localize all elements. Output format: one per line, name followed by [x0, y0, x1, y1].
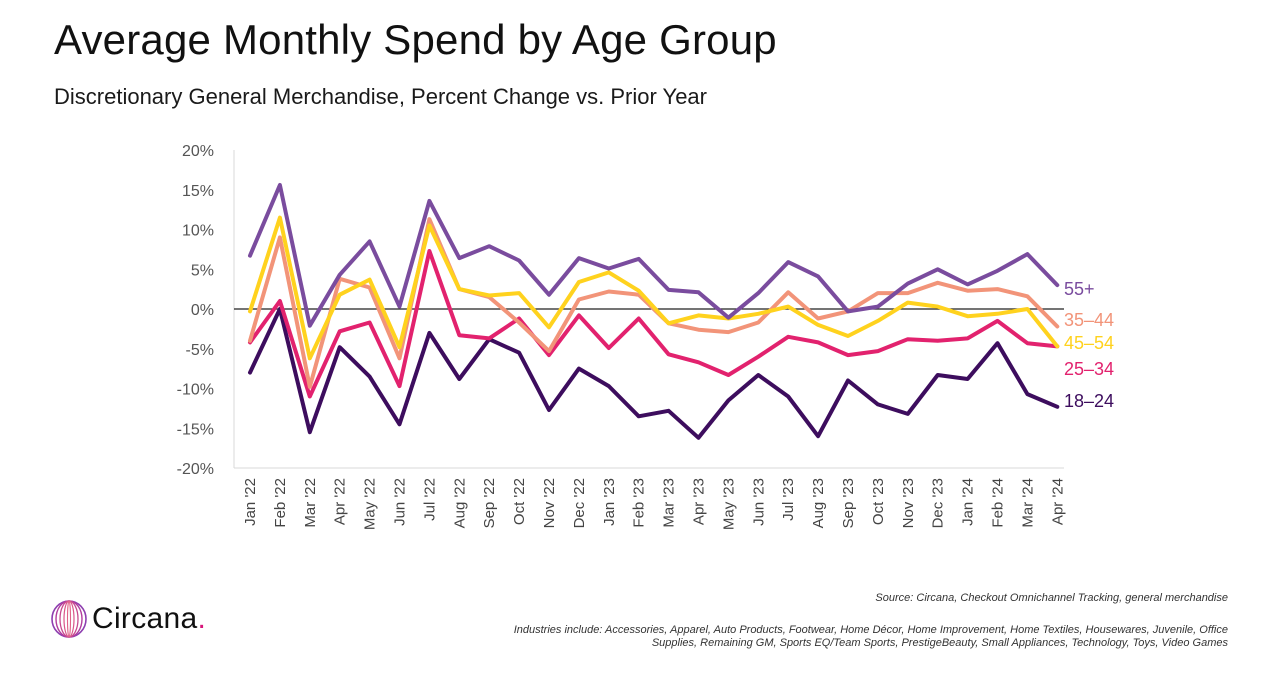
x-tick-label: Aug '22: [451, 478, 468, 528]
y-tick-label: -10%: [177, 382, 214, 399]
x-tick-label: Jan '23: [601, 478, 618, 526]
x-tick-label: Jun '22: [392, 478, 409, 526]
y-tick-label: -20%: [177, 461, 214, 478]
y-tick-label: 5%: [191, 262, 214, 279]
x-tick-label: Mar '22: [302, 478, 319, 528]
circana-logo: Circana.: [50, 598, 206, 640]
x-tick-label: Feb '24: [990, 478, 1007, 528]
x-tick-label: Dec '23: [930, 478, 947, 528]
y-tick-label: 0%: [191, 302, 214, 319]
x-tick-label: Jul '22: [421, 478, 438, 521]
series-labels: 18–24 25–34 35–44 45–54 55+: [1064, 279, 1114, 411]
series-label: 45–54: [1064, 333, 1114, 353]
x-tick-label: May '23: [720, 478, 737, 530]
y-axis: 20% 15% 10% 5% 0% -5% -10% -15% -20%: [177, 143, 214, 478]
x-tick-label: Mar '24: [1019, 478, 1036, 528]
x-tick-label: Dec '22: [571, 478, 588, 528]
x-tick-label: Sep '22: [481, 478, 498, 528]
x-tick-label: Sep '23: [840, 478, 857, 528]
series-line-25-34: [248, 249, 1060, 399]
x-tick-label: May '22: [362, 478, 379, 530]
x-tick-label: Apr '23: [691, 478, 708, 525]
x-tick-label: Jan '22: [242, 478, 259, 526]
x-tick-label: Apr '22: [332, 478, 349, 525]
y-tick-label: -15%: [177, 421, 214, 438]
circana-wordmark: Circana.: [92, 602, 207, 635]
series-label: 55+: [1064, 279, 1095, 299]
series-line-45-54: [248, 215, 1060, 361]
x-tick-label: Mar '23: [661, 478, 678, 528]
x-axis: Jan '22 Feb '22 Mar '22 Apr '22 May '22 Jun '…: [242, 478, 1066, 530]
y-tick-label: 10%: [182, 223, 214, 240]
y-tick-label: 20%: [182, 143, 214, 160]
x-tick-label: Jan '24: [960, 478, 977, 526]
y-tick-label: 15%: [182, 183, 214, 200]
x-tick-label: Jun '23: [750, 478, 767, 526]
x-tick-label: Feb '22: [272, 478, 289, 528]
x-tick-label: Aug '23: [810, 478, 827, 528]
x-tick-label: Feb '23: [631, 478, 648, 528]
x-tick-label: Jul '23: [780, 478, 797, 521]
industries-note: Industries include: Accessories, Apparel…: [513, 624, 1228, 649]
y-tick-label: -5%: [186, 342, 214, 359]
series-label: 35–44: [1064, 310, 1114, 330]
x-tick-label: Apr '24: [1049, 478, 1066, 525]
chart-subtitle: Discretionary General Merchandise, Perce…: [54, 84, 707, 109]
series-line-55-: [248, 183, 1060, 328]
chart-title: Average Monthly Spend by Age Group: [54, 16, 777, 63]
x-tick-label: Nov '23: [900, 478, 917, 528]
series-lines: [248, 183, 1060, 440]
series-label: 25–34: [1064, 359, 1114, 379]
x-tick-label: Nov '22: [541, 478, 558, 528]
source-note: Source: Circana, Checkout Omnichannel Tr…: [875, 592, 1228, 604]
circana-logo-icon: [51, 600, 87, 638]
x-tick-label: Oct '23: [870, 478, 887, 525]
series-label: 18–24: [1064, 391, 1114, 411]
x-tick-label: Oct '22: [511, 478, 528, 525]
series-line-18-24: [248, 307, 1060, 440]
